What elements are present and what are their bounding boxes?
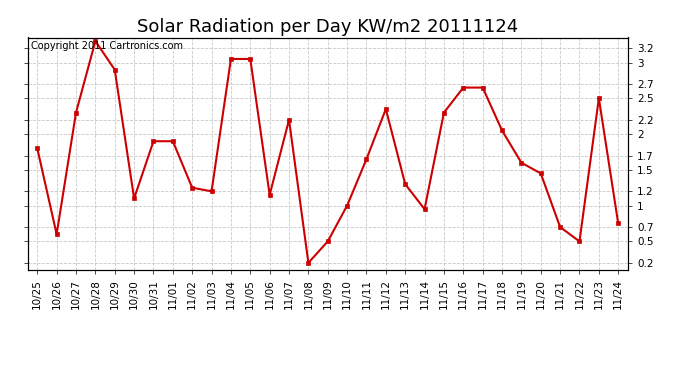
Text: Copyright 2011 Cartronics.com: Copyright 2011 Cartronics.com xyxy=(30,41,183,51)
Title: Solar Radiation per Day KW/m2 20111124: Solar Radiation per Day KW/m2 20111124 xyxy=(137,18,518,36)
